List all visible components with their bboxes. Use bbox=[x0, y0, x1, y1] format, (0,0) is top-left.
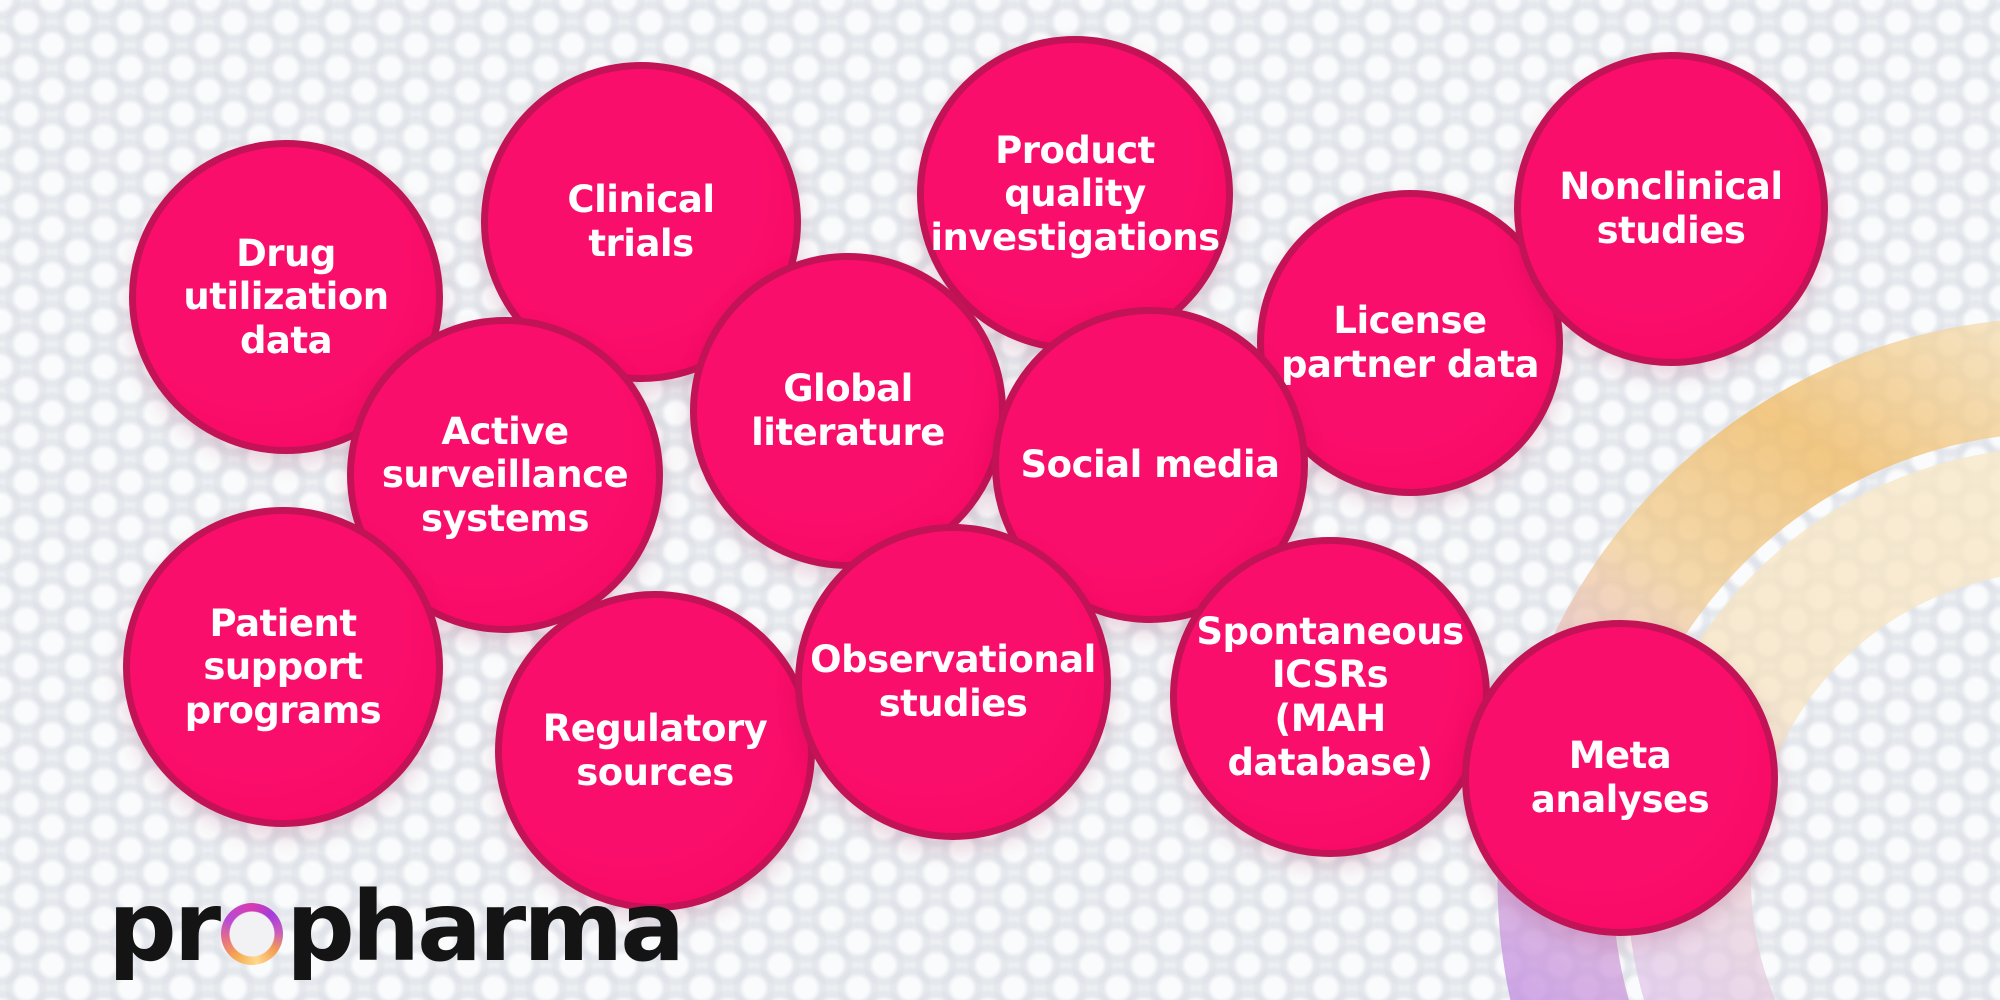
bubble-meta-analyses: Meta analyses bbox=[1462, 620, 1778, 936]
bubble-label: Regulatory sources bbox=[542, 707, 768, 794]
bubble-spontaneous-icsrs: Spontaneous ICSRs (MAH database) bbox=[1170, 537, 1490, 857]
bubble-label: Nonclinical studies bbox=[1559, 165, 1783, 252]
logo-text-suffix: pharma bbox=[286, 871, 685, 983]
bubble-label: Drug utilization data bbox=[183, 231, 389, 362]
bubble-label: Global literature bbox=[751, 367, 945, 454]
logo-text-prefix: pr bbox=[108, 871, 221, 983]
bubble-global-literature: Global literature bbox=[690, 253, 1006, 569]
bubble-patient-support-programs: Patient support programs bbox=[123, 507, 443, 827]
bubble-label: Meta analyses bbox=[1530, 734, 1710, 821]
bubble-active-surveillance-systems: Active surveillance systems bbox=[347, 317, 663, 633]
bubble-observational-studies: Observational studies bbox=[795, 524, 1111, 840]
propharma-logo: pr pharma bbox=[108, 870, 685, 984]
bubble-regulatory-sources: Regulatory sources bbox=[495, 591, 815, 911]
bubble-label: Spontaneous ICSRs (MAH database) bbox=[1196, 609, 1464, 784]
bubble-label: Patient support programs bbox=[184, 601, 382, 732]
bubble-label: Social media bbox=[1020, 443, 1281, 487]
logo-gradient-o-icon bbox=[221, 903, 284, 965]
bubble-product-quality-investigations: Product quality investigations bbox=[917, 36, 1233, 352]
bubble-label: Observational studies bbox=[810, 638, 1096, 725]
bubble-license-partner-data: License partner data bbox=[1257, 190, 1563, 496]
bubble-label: Product quality investigations bbox=[930, 128, 1220, 259]
bubble-label: License partner data bbox=[1280, 299, 1540, 386]
bubble-label: Active surveillance systems bbox=[381, 409, 629, 540]
bubble-nonclinical-studies: Nonclinical studies bbox=[1514, 52, 1828, 366]
bubble-label: Clinical trials bbox=[567, 178, 715, 265]
bubble-drug-utilization-data: Drug utilization data bbox=[129, 140, 443, 454]
